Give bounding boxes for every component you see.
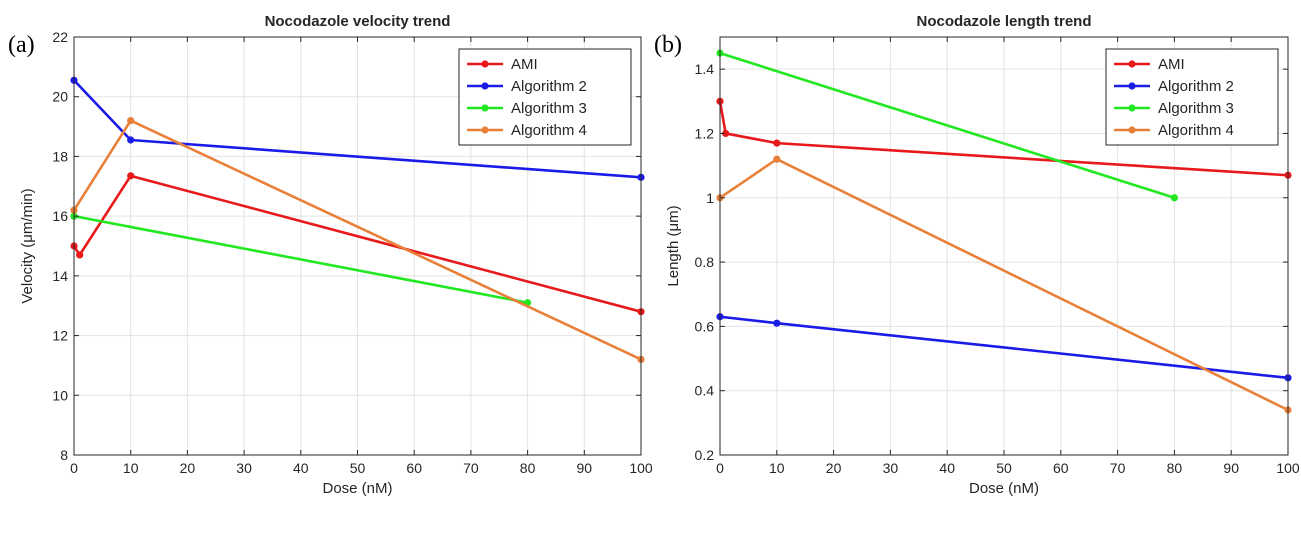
y-tick-label: 0.2 [695, 447, 715, 463]
legend-label-algorithm-2: Algorithm 2 [511, 78, 587, 95]
data-point-ami [773, 139, 781, 147]
panel-label: (b) [654, 32, 682, 58]
x-tick-label: 20 [826, 460, 842, 476]
x-tick-label: 50 [996, 460, 1012, 476]
x-tick-label: 30 [236, 460, 252, 476]
x-tick-label: 10 [123, 460, 139, 476]
x-tick-label: 40 [293, 460, 309, 476]
x-tick-label: 80 [1167, 460, 1183, 476]
x-tick-label: 70 [463, 460, 479, 476]
length-chart-panel: 0 10 20 30 40 50 60 70 80 90 100 0.2 0.4 0.6 0.8 1 1.2 1.… [654, 13, 1300, 497]
legend-marker-algorithm-3 [1128, 104, 1136, 112]
series-line-ami [72, 174, 642, 313]
legend-label-ami: AMI [511, 56, 538, 73]
legend-label-ami: AMI [1158, 56, 1185, 73]
legend-label-algorithm-3: Algorithm 3 [1158, 100, 1234, 117]
y-tick-label: 10 [52, 387, 68, 403]
y-tick-label: 18 [52, 148, 68, 164]
x-tick-label: 100 [629, 460, 653, 476]
x-tick-label: 70 [1110, 460, 1126, 476]
legend-marker-algorithm-4 [481, 126, 489, 134]
series-line-algorithm-3 [73, 214, 528, 305]
data-point-algorithm-2 [127, 136, 135, 144]
legend-label-algorithm-4: Algorithm 4 [1158, 122, 1234, 139]
y-tick-label: 16 [52, 208, 68, 224]
legend: AMI Algorithm 2 Algorithm 3 Algorithm 4 [458, 48, 632, 146]
data-point-algorithm-4 [127, 117, 135, 125]
x-tick-label: 90 [1223, 460, 1239, 476]
data-point-ami [76, 251, 84, 259]
x-tick-label: 0 [70, 460, 78, 476]
y-tick-label: 1.2 [695, 125, 715, 141]
legend-label-algorithm-4: Algorithm 4 [511, 122, 587, 139]
data-point-ami [722, 129, 730, 138]
x-tick-label: 30 [883, 460, 899, 476]
series-line-ami [718, 101, 1289, 177]
panel-label: (a) [8, 32, 35, 58]
data-point-ami [127, 172, 135, 180]
legend-marker-algorithm-2 [1128, 82, 1136, 90]
x-axis-label: Dose (nM) [969, 480, 1039, 497]
y-tick-label: 14 [52, 268, 68, 284]
legend-label-algorithm-2: Algorithm 2 [1158, 78, 1234, 95]
legend-marker-algorithm-3 [481, 104, 489, 112]
y-tick-label: 12 [52, 328, 68, 344]
data-point-algorithm-3 [1170, 194, 1178, 202]
velocity-chart-panel: 0 10 20 30 40 50 60 70 80 90 100 8 10 12 14 16 18 20 22 Noc… [8, 13, 653, 497]
y-axis-label: Velocity (μm/min) [19, 188, 36, 303]
y-tick-label: 0.4 [695, 383, 715, 399]
x-tick-label: 50 [350, 460, 366, 476]
data-point-algorithm-2 [773, 319, 781, 327]
x-axis-label: Dose (nM) [322, 480, 392, 497]
y-tick-label: 1.4 [695, 61, 715, 77]
series-line-algorithm-3 [719, 51, 1175, 200]
legend-marker-algorithm-2 [481, 82, 489, 90]
x-tick-label: 60 [406, 460, 422, 476]
chart-title: Nocodazole length trend [916, 13, 1091, 30]
x-tick-label: 80 [520, 460, 536, 476]
y-tick-label: 22 [52, 29, 68, 45]
data-point-algorithm-4 [773, 155, 781, 163]
chart-title: Nocodazole velocity trend [265, 13, 451, 30]
legend-marker-algorithm-4 [1128, 126, 1136, 134]
x-tick-label: 100 [1276, 460, 1300, 476]
legend: AMI Algorithm 2 Algorithm 3 Algorithm 4 [1105, 48, 1279, 146]
y-tick-label: 1 [706, 190, 714, 206]
y-tick-label: 0.6 [695, 318, 715, 334]
x-tick-label: 20 [180, 460, 196, 476]
x-tick-label: 40 [939, 460, 955, 476]
legend-marker-ami [1128, 60, 1136, 68]
x-tick-label: 90 [577, 460, 593, 476]
x-tick-label: 60 [1053, 460, 1069, 476]
y-tick-label: 0.8 [695, 254, 715, 270]
y-tick-label: 8 [60, 447, 68, 463]
x-tick-label: 10 [769, 460, 785, 476]
x-tick-label: 0 [716, 460, 724, 476]
y-tick-label: 20 [52, 89, 68, 105]
y-axis-label: Length (μm) [665, 205, 682, 286]
legend-label-algorithm-3: Algorithm 3 [511, 100, 587, 117]
legend-marker-ami [481, 60, 489, 68]
